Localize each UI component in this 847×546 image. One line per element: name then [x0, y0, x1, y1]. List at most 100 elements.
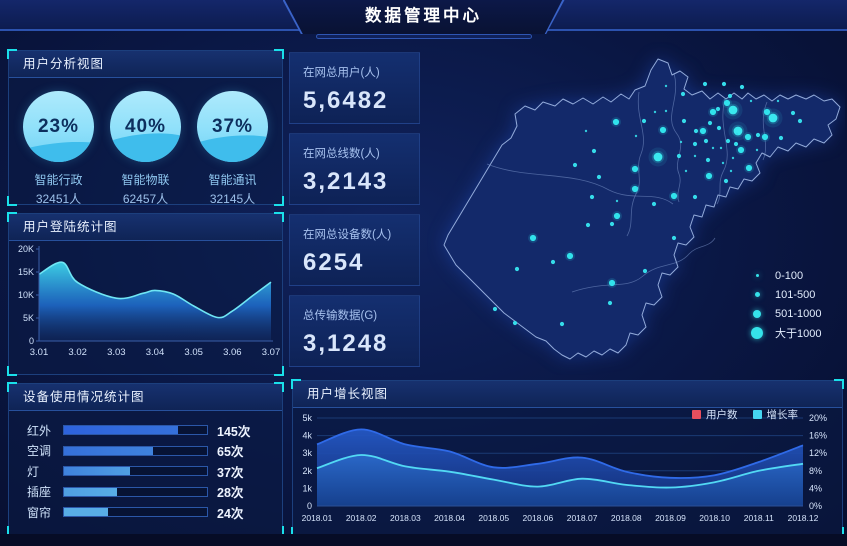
gauge-count: 62457人 [122, 192, 169, 206]
right-axis-tick: 8% [809, 466, 822, 476]
bar-row: 空调 65次 [27, 444, 269, 459]
corner-accent [274, 382, 284, 392]
map-dot-small [727, 93, 733, 99]
panel-title-user-analysis: 用户分析视图 [9, 51, 282, 78]
map-dot-tiny [755, 148, 759, 152]
gauge-label: 智能行政 [34, 173, 83, 187]
map-dot-tiny [721, 161, 725, 165]
map-dot-medium [723, 99, 731, 107]
map-dot-medium [699, 127, 707, 135]
stat-card-label: 总传输数据(G) [303, 310, 378, 322]
y-tick-label: 20K [18, 244, 34, 254]
gauge-group: 23% 智能行政 32451人 40% 智能物联 62457人 37% 智能通讯 32145人 [9, 78, 282, 207]
corner-accent [7, 49, 17, 59]
map-dot-tiny [693, 154, 697, 158]
map-dot-medium [737, 146, 745, 154]
gauge-percent: 23% [37, 115, 80, 137]
corner-accent [274, 366, 284, 376]
province-map [443, 58, 841, 360]
x-tick-label: 2018.10 [699, 513, 730, 523]
x-tick-label: 3.04 [146, 347, 165, 358]
x-tick-label: 2018.04 [434, 513, 465, 523]
map-dot-layer [492, 81, 803, 327]
map-dot-small [680, 91, 686, 97]
corner-accent [7, 382, 17, 392]
stat-card-label: 在网总线数(人) [303, 148, 380, 160]
gauge-item: 37% 智能通讯 32145人 [192, 91, 274, 207]
map-dot-tiny [776, 99, 780, 103]
map-dot-small [585, 222, 591, 228]
map-dot-small [559, 321, 565, 327]
map-dot-small [725, 138, 731, 144]
bar-track [63, 466, 208, 476]
map-dot-small [681, 118, 687, 124]
left-axis-tick: 4k [302, 431, 312, 441]
map-legend-row: 大于1000 [750, 323, 822, 342]
map-dot-small [702, 81, 708, 87]
map-dot-small [589, 194, 595, 200]
map-legend-label: 501-1000 [775, 307, 822, 320]
map-dot-medium [705, 172, 713, 180]
legend-item-增长率[interactable]: 增长率 [752, 407, 799, 422]
x-tick-label: 3.06 [223, 347, 242, 358]
map-dot-medium [631, 165, 639, 173]
map-dot-medium [612, 118, 620, 126]
stat-card-column: 在网总用户(人) 5,6482 在网总线数(人) 3,2143 在网总设备数(人) 625… [289, 52, 420, 367]
stat-card-value: 3,1248 [303, 330, 389, 357]
legend-label: 增长率 [766, 409, 799, 421]
map-dot-small [692, 194, 698, 200]
x-tick-label: 2018.03 [390, 513, 421, 523]
map-dot-medium [745, 164, 753, 172]
bar-value-label: 28次 [217, 486, 244, 500]
gauge-item: 40% 智能物联 62457人 [105, 91, 187, 207]
panel-title-login-trend: 用户登陆统计图 [9, 214, 282, 241]
map-dot-medium [761, 133, 769, 141]
bar-value-label: 145次 [217, 424, 251, 439]
legend-swatch [692, 410, 701, 419]
gauge-percent: 37% [211, 115, 254, 137]
map-dot-small [715, 106, 721, 112]
users-line [316, 428, 804, 479]
map-legend-row: 101-500 [750, 285, 822, 304]
corner-accent [274, 196, 284, 206]
map-dot-tiny [731, 156, 735, 160]
device-bar-chart: 红外 145次 空调 65次灯 37次 插座 28次 窗帘 24次 [9, 411, 282, 521]
bar-fill [64, 467, 130, 475]
bar-fill [64, 446, 153, 455]
stat-card: 在网总设备数(人) 6254 [289, 214, 420, 286]
bar-track [63, 445, 208, 456]
panel-device-usage: 设备使用情况统计图 红外 145次 空调 65次灯 37次 插座 28次 窗帘 24次 [7, 382, 284, 536]
gauge-count: 32145人 [209, 192, 256, 206]
gauge-item: 23% 智能行政 32451人 [18, 91, 100, 207]
x-tick-label: 3.07 [262, 347, 281, 358]
liquid-ball: 37% [197, 91, 268, 162]
map-dot-small [797, 118, 803, 124]
map-dot-medium [608, 279, 616, 287]
panel-title-user-growth: 用户增长视图 [293, 381, 842, 408]
map-dot-large [728, 105, 738, 115]
map-dot-medium [763, 108, 771, 116]
map-dot-large [768, 113, 778, 123]
map-dot-small [755, 132, 761, 138]
map-dot-tiny [635, 186, 639, 190]
map-dot-tiny [719, 146, 723, 150]
x-tick-label: 2018.08 [611, 513, 642, 523]
x-tick-label: 2018.09 [655, 513, 686, 523]
login-area-chart: 0 5K 10K 15K 20K 3.01 3.02 3.03 3.04 3.05 3.06 3.07 [18, 244, 281, 358]
corner-accent [7, 366, 17, 376]
corner-accent [274, 212, 284, 222]
corner-accent [7, 212, 17, 222]
right-axis-tick: 12% [809, 448, 827, 458]
page-title: 数据管理中心 [365, 7, 482, 25]
map-dot-small [512, 320, 518, 326]
legend-item-用户数[interactable]: 用户数 [692, 407, 738, 422]
bar-track [63, 425, 208, 435]
bar-row: 插座 28次 [27, 485, 269, 500]
left-axis-tick: 1k [302, 483, 312, 493]
bar-category-label: 插座 [27, 485, 52, 499]
x-tick-label: 3.02 [68, 347, 87, 358]
title-trapezoid: 数据管理中心 [282, 0, 565, 34]
gauge-label: 智能通讯 [208, 173, 257, 187]
map-dot-small [572, 162, 578, 168]
bar-category-label: 灯 [27, 464, 40, 479]
